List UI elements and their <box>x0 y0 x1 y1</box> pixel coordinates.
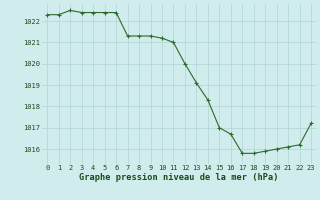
X-axis label: Graphe pression niveau de la mer (hPa): Graphe pression niveau de la mer (hPa) <box>79 173 279 182</box>
